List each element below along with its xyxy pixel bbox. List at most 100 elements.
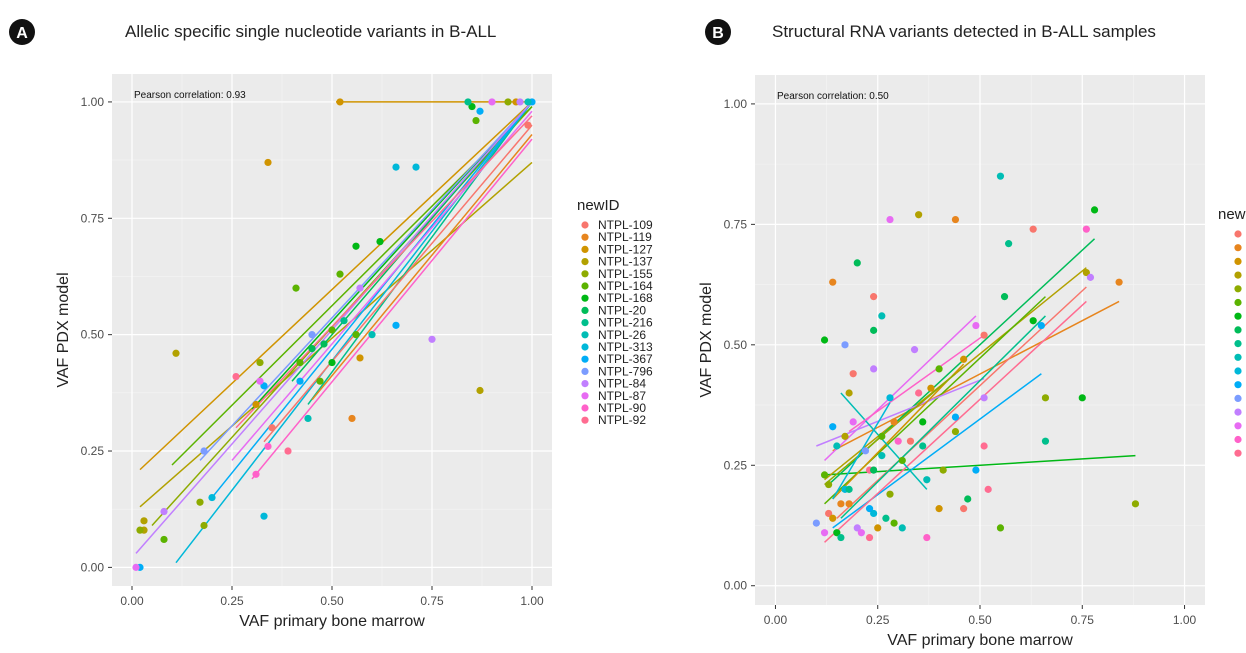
legend-item-label: NTPL-137 xyxy=(598,255,653,269)
data-point xyxy=(833,442,841,450)
regression-line xyxy=(824,373,956,486)
data-point xyxy=(820,529,829,537)
data-point xyxy=(256,358,264,367)
panel-a-ticks: 0.00 0.25 0.50 0.75 1.00 0.00 0.25 0.50 0.75 1.00 xyxy=(81,95,544,608)
legend-key xyxy=(1234,298,1242,307)
data-point xyxy=(878,432,886,440)
panel-b-annotation: Pearson correlation: 0.50 xyxy=(777,91,889,102)
data-point xyxy=(1082,268,1090,277)
legend-key xyxy=(581,270,589,278)
data-point xyxy=(296,358,304,367)
data-point xyxy=(352,331,360,339)
legend-key xyxy=(581,319,589,327)
legend-item-label: NTPL-92 xyxy=(598,413,646,427)
data-point xyxy=(200,521,208,530)
legend-item-label: NTPL-367 xyxy=(598,352,653,366)
data-point xyxy=(1078,394,1086,402)
regression-line xyxy=(824,300,1087,543)
data-point xyxy=(841,432,849,440)
panel-b-plot: 0.00 0.25 0.50 0.75 1.00 0.00 0.25 0.50 0.75 1.00… xyxy=(698,75,1205,649)
data-point xyxy=(923,533,931,542)
legend-item-label: NTPL-313 xyxy=(598,340,653,354)
data-point xyxy=(476,107,484,115)
panel-a-title: Allelic specific single nucleotide varia… xyxy=(125,22,496,41)
data-point xyxy=(264,158,272,167)
regression-line xyxy=(832,402,891,500)
data-point xyxy=(252,470,260,478)
x-tick-label: 0.25 xyxy=(220,594,244,608)
data-point xyxy=(861,447,870,455)
regression-line xyxy=(235,115,533,429)
legend-key xyxy=(581,221,589,229)
data-point xyxy=(316,377,324,385)
data-point xyxy=(919,418,927,426)
panel-b-points xyxy=(812,172,1140,542)
data-point xyxy=(392,163,400,171)
data-point xyxy=(1041,394,1050,402)
legend-key xyxy=(1234,381,1242,389)
data-point xyxy=(919,442,927,450)
data-point xyxy=(352,242,360,250)
data-point xyxy=(260,512,268,520)
regression-line xyxy=(824,315,977,461)
legend-item-label: NTPL-87 xyxy=(598,389,646,403)
legend-key xyxy=(581,355,589,363)
data-point xyxy=(820,336,829,344)
legend-key xyxy=(1234,422,1242,430)
legend-item-label: NTPL-164 xyxy=(598,279,653,293)
data-point xyxy=(972,321,980,330)
data-point xyxy=(870,293,878,301)
legend-item-label: NTPL-109 xyxy=(598,218,653,232)
data-point xyxy=(304,414,312,423)
data-point xyxy=(849,418,857,426)
regression-line xyxy=(832,300,1120,452)
data-point xyxy=(392,321,400,329)
data-point xyxy=(865,533,874,542)
legend-key xyxy=(581,343,589,351)
data-point xyxy=(504,98,512,106)
legend-key xyxy=(1234,367,1242,375)
data-point xyxy=(1131,500,1140,508)
data-point xyxy=(890,519,898,527)
panel-a-plot: 0.00 0.25 0.50 0.75 1.00 0.00 0.25 0.50 0.75 1.00… xyxy=(55,74,552,630)
data-point xyxy=(132,563,140,571)
data-point xyxy=(1005,240,1013,248)
legend-key xyxy=(1234,353,1242,361)
x-tick-label: 0.00 xyxy=(764,613,788,627)
data-point xyxy=(935,365,943,373)
data-point xyxy=(476,386,484,395)
legend-item-label: NTPL-168 xyxy=(598,291,653,305)
y-tick-label: 0.25 xyxy=(81,444,105,458)
legend-item-label: NTPL-26 xyxy=(598,328,646,342)
panel-b-y-axis-title: VAF PDX model xyxy=(698,282,715,397)
legend-key xyxy=(1234,449,1242,457)
panel-a-legend: newID NTPL-109NTPL-119NTPL-127NTPL-137NT… xyxy=(577,197,653,427)
data-point xyxy=(939,466,947,474)
legend-key xyxy=(1234,340,1242,348)
data-point xyxy=(1115,278,1123,286)
y-tick-label: 0.25 xyxy=(724,458,748,472)
legend-key xyxy=(581,331,589,339)
panel-a-fit-lines xyxy=(135,101,533,564)
data-point xyxy=(951,215,960,224)
data-point xyxy=(898,524,906,532)
data-point xyxy=(829,423,837,431)
panel-a-annotation: Pearson correlation: 0.93 xyxy=(134,90,246,101)
data-point xyxy=(927,384,935,392)
legend-key xyxy=(1234,435,1242,444)
y-tick-label: 1.00 xyxy=(81,95,105,109)
data-point xyxy=(368,331,376,339)
legend-title-partial: newID xyxy=(1218,206,1246,223)
data-point xyxy=(874,524,882,532)
data-point xyxy=(284,447,292,455)
y-tick-label: 1.00 xyxy=(724,97,748,111)
regression-line xyxy=(840,315,1046,519)
panel-b-ticks: 0.00 0.25 0.50 0.75 1.00 0.00 0.25 0.50 0.75 1.00 xyxy=(724,97,1197,627)
data-point xyxy=(870,326,878,334)
data-point xyxy=(845,389,853,397)
data-point xyxy=(984,485,992,493)
legend-key xyxy=(1234,326,1242,334)
data-point xyxy=(428,335,436,343)
data-point xyxy=(890,418,898,426)
